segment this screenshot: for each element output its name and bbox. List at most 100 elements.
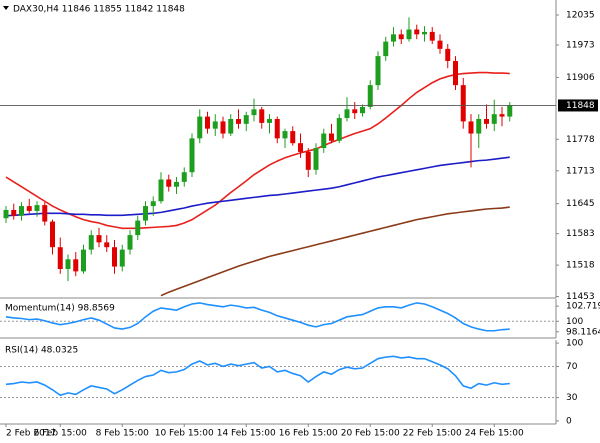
candle-body xyxy=(135,220,141,236)
candle-body xyxy=(243,115,249,124)
candle-body xyxy=(282,131,288,139)
candle-body xyxy=(375,56,381,86)
candle-body xyxy=(143,206,148,221)
candle-body xyxy=(499,114,505,117)
x-tick-label: 10 Feb 15:00 xyxy=(155,429,214,439)
y-tick-label: 100 xyxy=(566,317,583,327)
candle-body xyxy=(383,41,389,57)
y-tick-label: 11906 xyxy=(566,73,595,83)
candle-body xyxy=(88,235,94,250)
candle-body xyxy=(150,201,156,207)
candle-body xyxy=(174,181,179,187)
candle-body xyxy=(197,116,203,139)
candle-body xyxy=(290,131,296,144)
candle-body xyxy=(259,109,265,123)
candle-body xyxy=(42,205,48,222)
candle-body xyxy=(429,31,435,41)
candle-body xyxy=(336,118,342,141)
candle-body xyxy=(181,172,187,182)
x-tick-label: 20 Feb 15:00 xyxy=(341,429,400,439)
candle-body xyxy=(251,109,257,116)
candle-body xyxy=(104,242,110,248)
candle-body xyxy=(460,85,466,122)
candle-body xyxy=(352,109,358,114)
moving-average xyxy=(5,71,510,230)
candle-body xyxy=(26,206,32,211)
x-tick-label: 14 Feb 15:00 xyxy=(217,429,276,439)
candle-body xyxy=(313,148,319,170)
y-tick-label: 70 xyxy=(566,362,578,372)
indicator-line xyxy=(5,302,510,332)
momentum-title: Momentum(14) 98.8569 xyxy=(5,304,115,314)
candle-body xyxy=(298,143,303,152)
candle-body xyxy=(3,209,9,219)
y-tick-label: 30 xyxy=(566,393,578,403)
candle-body xyxy=(166,179,172,187)
candle-body xyxy=(453,60,458,86)
candle-body xyxy=(205,116,210,129)
price-label-box xyxy=(558,99,598,112)
candle-body xyxy=(57,247,63,269)
candle-body xyxy=(491,114,497,124)
candle-body xyxy=(391,34,396,42)
candle-body xyxy=(81,249,86,272)
price-label: 11848 xyxy=(566,101,595,111)
candle-body xyxy=(445,48,451,61)
candle-body xyxy=(65,259,71,269)
candle-body xyxy=(305,151,311,170)
y-tick-label: 11713 xyxy=(566,166,595,176)
candle-body xyxy=(73,259,79,272)
candle-body xyxy=(212,121,218,129)
candle-body xyxy=(422,31,427,35)
candle-body xyxy=(236,119,241,124)
y-tick-label: 11453 xyxy=(566,292,595,302)
candle-body xyxy=(484,119,489,124)
candle-body xyxy=(158,179,164,202)
moving-average xyxy=(160,206,510,297)
candle-body xyxy=(228,119,234,134)
candle-body xyxy=(360,106,365,114)
candle-body xyxy=(468,121,474,134)
candle-body xyxy=(267,119,272,123)
candle-body xyxy=(414,29,420,35)
candle-body xyxy=(437,40,443,49)
x-tick-label: 8 Feb 15:00 xyxy=(96,429,150,439)
candle-body xyxy=(50,221,55,248)
candle-body xyxy=(406,29,412,40)
y-tick-label: 102.7199 xyxy=(566,302,600,312)
candle-body xyxy=(96,235,102,243)
candle-body xyxy=(112,247,117,267)
candle-body xyxy=(321,133,327,149)
x-tick-label: 6 Feb 15:00 xyxy=(34,429,88,439)
candle-body xyxy=(119,249,125,267)
candle-body xyxy=(476,119,482,134)
x-tick-label: 2 Feb 2017 xyxy=(6,429,56,439)
candle-body xyxy=(507,105,513,117)
candle-body xyxy=(11,209,17,216)
y-tick-label: 11583 xyxy=(566,229,595,239)
candle-body xyxy=(274,119,280,139)
moving-average xyxy=(5,156,510,217)
chart-title: DAX30,H4 11846 11855 11842 11848 xyxy=(13,5,185,15)
candle-body xyxy=(344,109,350,119)
y-tick-label: 11518 xyxy=(566,261,595,271)
candle-body xyxy=(127,235,133,250)
collapse-icon xyxy=(3,6,9,10)
candle-body xyxy=(220,121,226,134)
y-tick-label: 98.1164 xyxy=(566,327,600,337)
x-tick-label: 24 Feb 15:00 xyxy=(465,429,524,439)
rsi-title: RSI(14) 48.0325 xyxy=(5,346,78,356)
y-tick-label: 11645 xyxy=(566,199,595,209)
y-tick-label: 11973 xyxy=(566,40,595,50)
y-tick-label: 12035 xyxy=(566,10,595,20)
candle-body xyxy=(19,206,24,216)
y-tick-label: 100 xyxy=(566,339,583,349)
candle-body xyxy=(398,34,404,40)
candle-body xyxy=(34,205,40,211)
x-tick-label: 22 Feb 15:00 xyxy=(403,429,462,439)
candle-body xyxy=(329,133,334,141)
candle-body xyxy=(189,138,195,173)
candle-body xyxy=(367,85,373,107)
indicator-line xyxy=(5,355,510,397)
